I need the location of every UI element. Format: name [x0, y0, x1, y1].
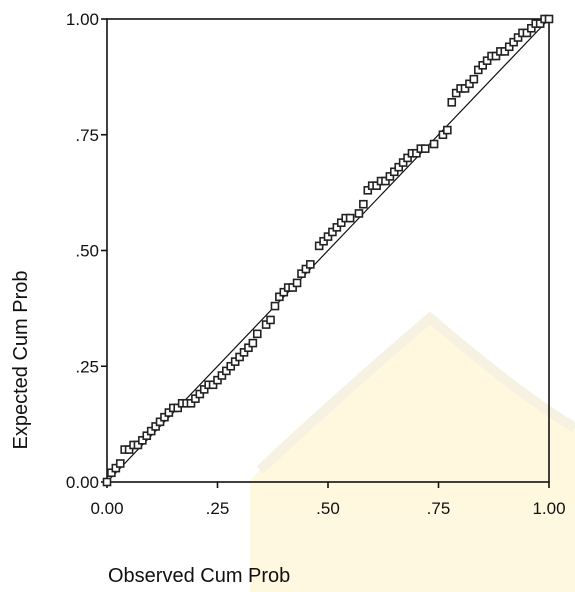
data-point	[513, 33, 523, 42]
data-point	[504, 42, 514, 52]
data-points	[102, 14, 554, 487]
data-point	[248, 338, 258, 348]
data-point	[217, 371, 227, 380]
y-tick-label: .50	[75, 242, 99, 261]
data-point	[478, 60, 488, 70]
data-point	[239, 348, 249, 357]
data-point	[328, 227, 337, 237]
data-point	[160, 412, 169, 422]
data-point	[443, 125, 452, 135]
x-tick-label: .25	[206, 499, 230, 518]
x-tick-label: .50	[316, 499, 340, 518]
data-point	[235, 352, 244, 362]
data-point	[451, 88, 461, 98]
data-point	[403, 153, 412, 163]
data-point	[323, 232, 333, 241]
data-point	[252, 329, 262, 339]
data-point	[465, 79, 474, 89]
data-point	[191, 394, 200, 403]
data-point	[460, 84, 470, 93]
x-axis-title: Observed Cum Prob	[108, 565, 290, 587]
x-tick-label: 1.00	[532, 499, 565, 518]
data-point	[102, 477, 112, 487]
y-axis-title: Expected Cum Prob	[10, 271, 32, 450]
data-point	[544, 14, 554, 24]
data-point	[527, 23, 536, 33]
data-point	[288, 283, 297, 292]
data-point	[314, 241, 324, 251]
data-point	[389, 167, 399, 177]
y-tick-label: 0.00	[66, 473, 99, 492]
data-point	[301, 264, 311, 274]
data-point	[186, 398, 196, 408]
data-point	[336, 218, 346, 228]
data-point	[381, 176, 390, 186]
data-point	[398, 158, 408, 167]
data-point	[226, 361, 236, 371]
data-point	[195, 389, 205, 399]
data-point	[133, 440, 143, 450]
data-point	[332, 223, 342, 232]
data-point	[535, 19, 545, 28]
data-point	[473, 65, 483, 75]
data-point	[138, 436, 147, 445]
data-point	[363, 186, 373, 195]
data-point	[173, 403, 183, 413]
data-point	[522, 28, 532, 38]
data-point	[354, 209, 364, 218]
data-point	[222, 366, 231, 376]
data-point	[297, 269, 306, 278]
data-point	[164, 408, 174, 417]
data-point	[345, 213, 355, 223]
data-point	[359, 199, 368, 209]
data-point	[146, 426, 156, 436]
data-point	[213, 375, 222, 385]
data-point	[155, 417, 165, 427]
data-point	[509, 37, 518, 47]
data-point	[491, 51, 501, 61]
data-point	[261, 320, 271, 329]
data-point	[412, 148, 421, 158]
watermark	[250, 311, 575, 592]
y-tick-label: 1.00	[66, 10, 99, 29]
data-point	[115, 459, 125, 468]
y-tick-label: .75	[75, 126, 99, 145]
data-point	[429, 139, 439, 149]
data-point	[279, 287, 289, 297]
x-axis: 0.00 .25 .50 .75 1.00	[90, 482, 566, 518]
data-point	[372, 181, 381, 190]
data-point	[142, 431, 152, 441]
data-point	[319, 236, 328, 246]
data-point	[151, 422, 160, 431]
data-point	[292, 278, 302, 288]
data-point	[208, 380, 218, 390]
data-point	[230, 357, 240, 366]
data-point	[420, 144, 430, 153]
data-point	[199, 385, 209, 394]
data-point	[107, 468, 116, 478]
y-tick-label: .25	[75, 357, 99, 376]
data-point	[482, 56, 492, 65]
data-point	[385, 172, 395, 181]
data-point	[447, 98, 457, 107]
data-point	[500, 47, 510, 56]
data-point	[275, 292, 284, 302]
data-point	[394, 162, 404, 172]
data-point	[111, 463, 121, 473]
data-point	[270, 301, 280, 311]
x-tick-label: .75	[427, 499, 451, 518]
data-point	[438, 130, 448, 140]
x-tick-label: 0.00	[90, 499, 123, 518]
y-axis: 0.00 .25 .50 .75 1.00	[66, 10, 107, 492]
data-point	[266, 315, 275, 325]
data-point	[469, 74, 479, 84]
data-point	[124, 445, 134, 454]
data-point	[306, 260, 315, 269]
data-point	[244, 343, 253, 353]
